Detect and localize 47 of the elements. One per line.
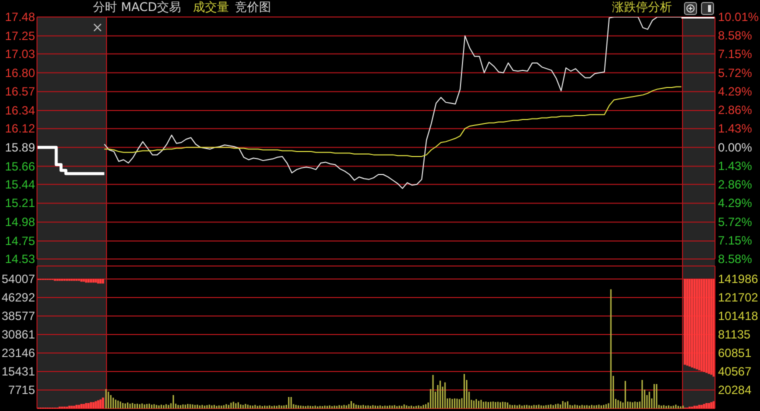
text: 分时 xyxy=(93,0,117,15)
y-tick-label: 16.34 xyxy=(4,104,36,118)
y-tick-label: 54007 xyxy=(2,272,36,286)
y-tick-label: 17.48 xyxy=(4,10,36,24)
text: 成交量 xyxy=(193,0,229,15)
y2-tick-label: 8.58% xyxy=(718,252,752,266)
y-tick-label: 15.89 xyxy=(4,140,36,154)
y2-tick-label: 4.29% xyxy=(718,84,752,98)
y-tick-label: 16.57 xyxy=(4,84,36,99)
y-tick-label: 14.53 xyxy=(4,252,36,266)
y2-tick-label: 20284 xyxy=(718,382,752,397)
y-tick-label: 17.03 xyxy=(4,46,36,61)
y-tick-label: 38577 xyxy=(2,308,36,323)
y2-tick-label: 141986 xyxy=(718,272,758,286)
y2-tick-label: 40567 xyxy=(718,364,752,378)
text: 涨跌停分析 xyxy=(612,0,672,15)
y-tick-label: 7715 xyxy=(8,382,36,397)
text: MACD交易 xyxy=(121,0,181,15)
y-tick-label: 16.12 xyxy=(4,122,36,136)
y-tick-label: 14.98 xyxy=(4,215,36,230)
y-tick-label: 23146 xyxy=(2,346,36,360)
y2-tick-label: 10.01% xyxy=(718,10,760,24)
y2-tick-label: 5.72% xyxy=(718,66,752,80)
y2-tick-label: 81135 xyxy=(718,327,751,342)
y-tick-label: 17.25 xyxy=(4,28,36,43)
y-tick-label: 15431 xyxy=(2,364,36,378)
y-tick-label: 15.66 xyxy=(4,159,36,174)
y2-tick-label: 2.86% xyxy=(718,178,752,192)
y2-tick-label: 5.72% xyxy=(718,214,752,229)
y-tick-label: 16.80 xyxy=(4,66,36,80)
y2-tick-label: 101418 xyxy=(718,308,758,323)
y2-tick-label: 121702 xyxy=(718,290,758,304)
y-tick-label: 30861 xyxy=(2,327,36,342)
y-tick-label: 15.44 xyxy=(4,177,36,192)
y2-tick-label: 1.43% xyxy=(718,122,752,136)
y2-tick-label: 7.15% xyxy=(718,47,752,62)
y2-tick-label: 8.58% xyxy=(718,28,752,43)
y2-tick-label: 1.43% xyxy=(718,158,752,173)
y-tick-label: 15.21 xyxy=(4,196,36,210)
y2-tick-label: 7.15% xyxy=(718,233,752,248)
y2-tick-label: 2.86% xyxy=(718,103,752,118)
y2-tick-label: 60851 xyxy=(718,346,752,360)
y-tick-label: 14.75 xyxy=(4,234,36,248)
y2-tick-label: 0.00% xyxy=(718,140,752,154)
y2-tick-label: 4.29% xyxy=(718,196,752,210)
y-tick-label: 46292 xyxy=(2,290,36,304)
text: 竞价图 xyxy=(235,0,271,15)
